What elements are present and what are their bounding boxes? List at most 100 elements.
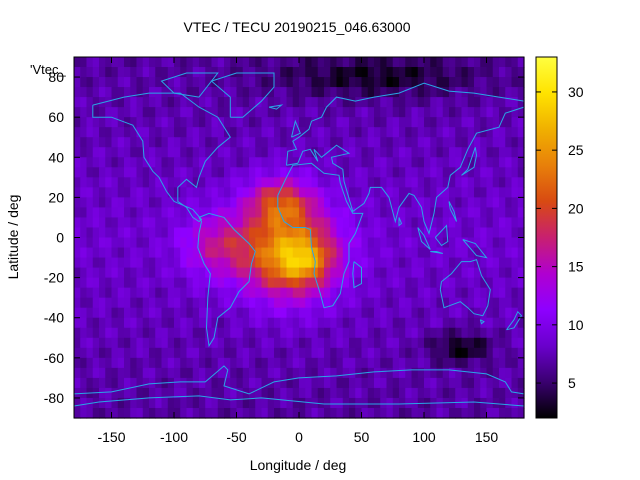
heatmap-cell [349,137,356,148]
heatmap-cell [342,137,350,148]
heatmap-cell [130,167,138,178]
heatmap-cell [386,107,394,118]
heatmap-cell [430,357,438,369]
heatmap-cell [136,217,144,229]
heatmap-cell [267,327,275,339]
heatmap-cell [430,247,438,259]
heatmap-cell [317,367,325,379]
heatmap-cell [155,87,163,98]
heatmap-cell [380,57,388,68]
heatmap-cell [117,337,125,349]
heatmap-cell [74,137,81,148]
heatmap-cell [161,407,169,419]
heatmap-cell [417,157,425,168]
heatmap-cell [336,207,344,219]
heatmap-cell [92,127,100,138]
heatmap-cell [342,157,350,168]
heatmap-cell [124,107,131,118]
heatmap-cell [461,77,469,88]
heatmap-cell [217,227,225,239]
heatmap-cell [324,97,331,108]
heatmap-cell [355,407,363,419]
heatmap-cell [192,197,200,209]
heatmap-cell [430,157,438,168]
heatmap-cell [161,367,169,379]
heatmap-cell [86,297,94,309]
heatmap-cell [461,177,469,188]
heatmap-cell [361,317,369,329]
heatmap-cell [505,217,513,229]
heatmap-cell [217,67,225,78]
heatmap-cell [149,177,156,188]
heatmap-cell [274,67,281,78]
heatmap-cell [355,157,363,168]
heatmap-cell [117,57,125,68]
heatmap-cell [80,177,88,188]
heatmap-cell [355,77,363,88]
heatmap-cell [230,357,238,369]
heatmap-cell [242,317,250,329]
heatmap-cell [274,277,281,289]
heatmap-cell [317,407,325,419]
heatmap-cell [286,177,294,188]
heatmap-cell [336,107,344,118]
heatmap-cell [155,327,163,339]
heatmap-cell [224,377,231,389]
heatmap-cell [161,107,169,118]
x-tick-label: 150 [475,429,499,445]
heatmap-cell [267,87,275,98]
heatmap-cell [286,327,294,339]
heatmap-cell [436,257,444,269]
heatmap-cell [224,337,231,349]
heatmap-cell [299,207,306,219]
heatmap-cell [199,97,206,108]
heatmap-cell [261,97,269,108]
heatmap-cell [499,217,506,229]
heatmap-cell [292,217,300,229]
heatmap-cell [217,277,225,289]
heatmap-cell [286,377,294,389]
heatmap-cell [199,177,206,188]
heatmap-cell [286,267,294,279]
heatmap-cell [167,407,175,419]
heatmap-cell [230,257,238,269]
heatmap-cell [324,157,331,168]
heatmap-cell [124,167,131,178]
heatmap-cell [299,217,306,229]
heatmap-cell [436,157,444,168]
heatmap-cell [505,307,513,319]
heatmap-cell [411,257,419,269]
heatmap-cell [286,367,294,379]
heatmap-cell [161,177,169,188]
heatmap-cell [174,77,181,88]
heatmap-cell [217,357,225,369]
heatmap-cell [299,137,306,148]
heatmap-cell [324,67,331,78]
heatmap-cell [286,297,294,309]
heatmap-cell [317,117,325,128]
heatmap-cell [399,87,406,98]
heatmap-cell [355,237,363,249]
heatmap-cell [455,297,463,309]
heatmap-cell [517,247,525,259]
heatmap-cell [467,287,475,299]
heatmap-cell [336,297,344,309]
heatmap-cell [349,187,356,198]
heatmap-cell [99,67,106,78]
heatmap-cell [392,117,400,128]
heatmap-cell [405,307,413,319]
heatmap-cell [236,137,244,148]
heatmap-cell [274,217,281,229]
heatmap-cell [380,67,388,78]
heatmap-cell [467,107,475,118]
heatmap-cell [455,337,463,349]
heatmap-cell [386,257,394,269]
heatmap-cell [80,147,88,158]
heatmap-cell [174,117,181,128]
heatmap-cell [99,107,106,118]
heatmap-cell [405,167,413,178]
heatmap-cell [74,257,81,269]
heatmap-cell [92,77,100,88]
heatmap-cell [192,167,200,178]
heatmap-cell [305,357,313,369]
